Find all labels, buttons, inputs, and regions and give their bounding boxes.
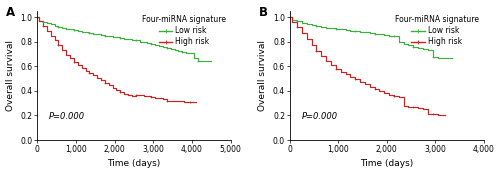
Y-axis label: Overall survival: Overall survival	[258, 40, 268, 111]
Legend: Low risk, High risk: Low risk, High risk	[139, 13, 229, 49]
X-axis label: Time (days): Time (days)	[108, 159, 160, 168]
Text: B: B	[259, 6, 268, 19]
Text: P=0.000: P=0.000	[302, 112, 338, 121]
Text: A: A	[6, 6, 15, 19]
X-axis label: Time (days): Time (days)	[360, 159, 414, 168]
Text: P=0.000: P=0.000	[48, 112, 85, 121]
Legend: Low risk, High risk: Low risk, High risk	[392, 13, 482, 49]
Y-axis label: Overall survival: Overall survival	[6, 40, 15, 111]
